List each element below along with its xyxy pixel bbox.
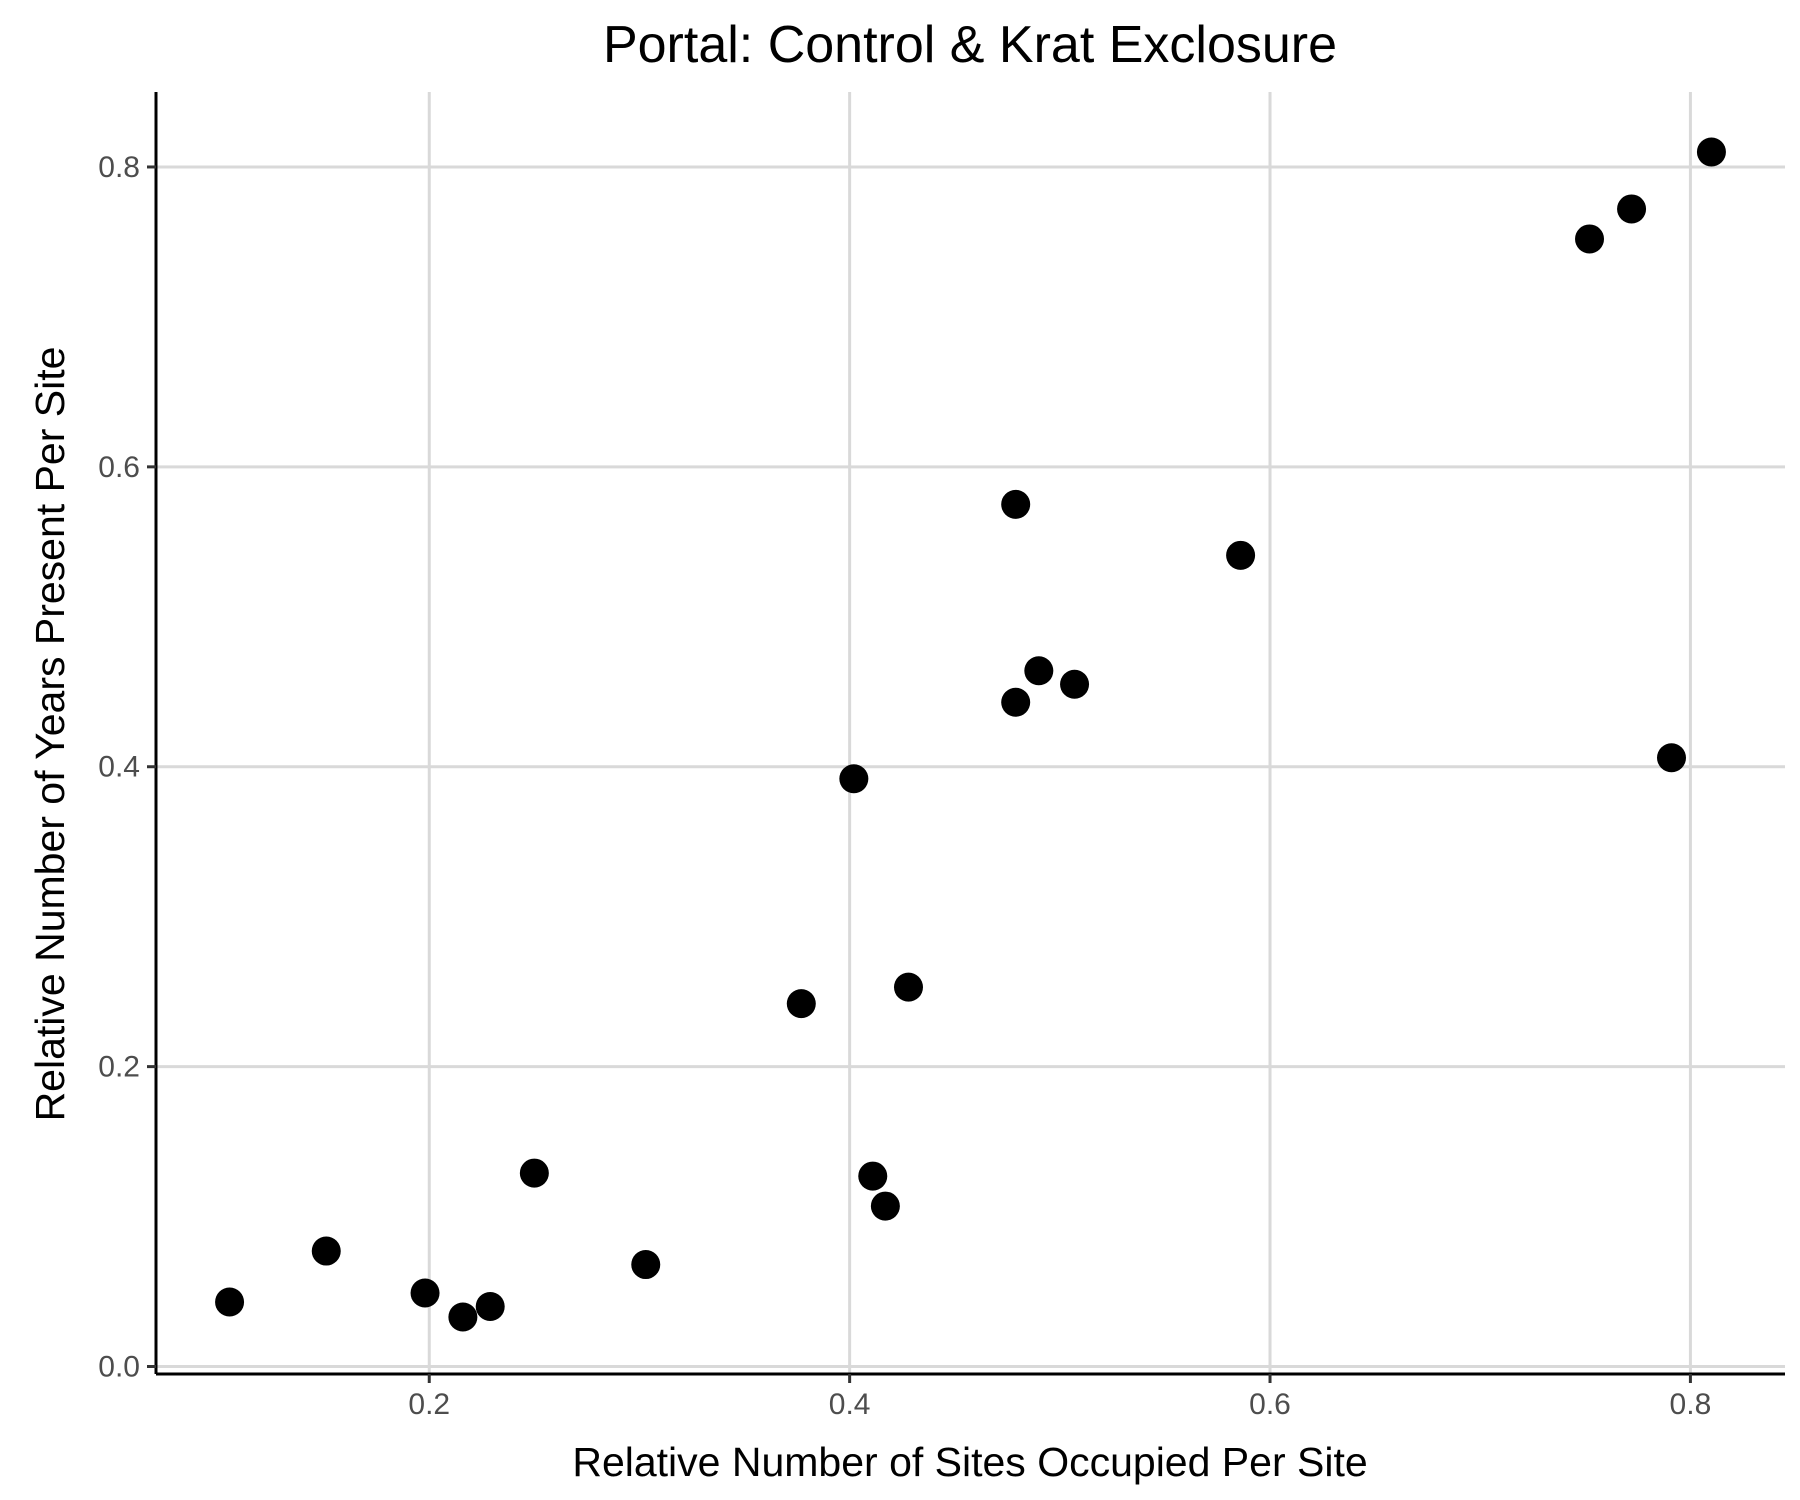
y-tick-label: 0.6 [98,451,140,484]
data-point [1001,489,1031,519]
data-point [1001,687,1031,717]
grid-lines [156,92,1785,1374]
y-tick-label: 0.4 [98,751,140,784]
data-point [1226,540,1256,570]
data-point [1575,224,1605,254]
axes [154,92,1785,1376]
data-point [1656,743,1686,773]
data-point [215,1287,245,1317]
data-point [786,989,816,1019]
data-point [1617,194,1647,224]
x-tick-label: 0.2 [408,1388,450,1421]
data-points [215,137,1726,1332]
data-point [1060,669,1090,699]
y-tick-label: 0.8 [98,151,140,184]
data-point [475,1292,505,1322]
data-point [448,1302,478,1332]
data-point [870,1191,900,1221]
data-point [839,764,869,794]
data-point [519,1158,549,1188]
data-point [410,1278,440,1308]
data-point [1696,137,1726,167]
axis-ticks: 0.2 0.4 0.6 0.8 0.0 0.2 0.4 0.6 0.8 [98,151,1711,1421]
y-tick-label: 0.0 [98,1351,140,1384]
y-axis-label: Relative Number of Years Present Per Sit… [27,347,73,1122]
x-axis-label: Relative Number of Sites Occupied Per Si… [572,1439,1367,1485]
data-point [1024,656,1054,686]
chart-title: Portal: Control & Krat Exclosure [603,16,1337,74]
x-tick-label: 0.4 [829,1388,871,1421]
data-point [311,1236,341,1266]
data-point [858,1161,888,1191]
y-tick-label: 0.2 [98,1051,140,1084]
x-tick-label: 0.6 [1249,1388,1291,1421]
data-point [893,972,923,1002]
data-point [631,1250,661,1280]
x-tick-label: 0.8 [1670,1388,1712,1421]
